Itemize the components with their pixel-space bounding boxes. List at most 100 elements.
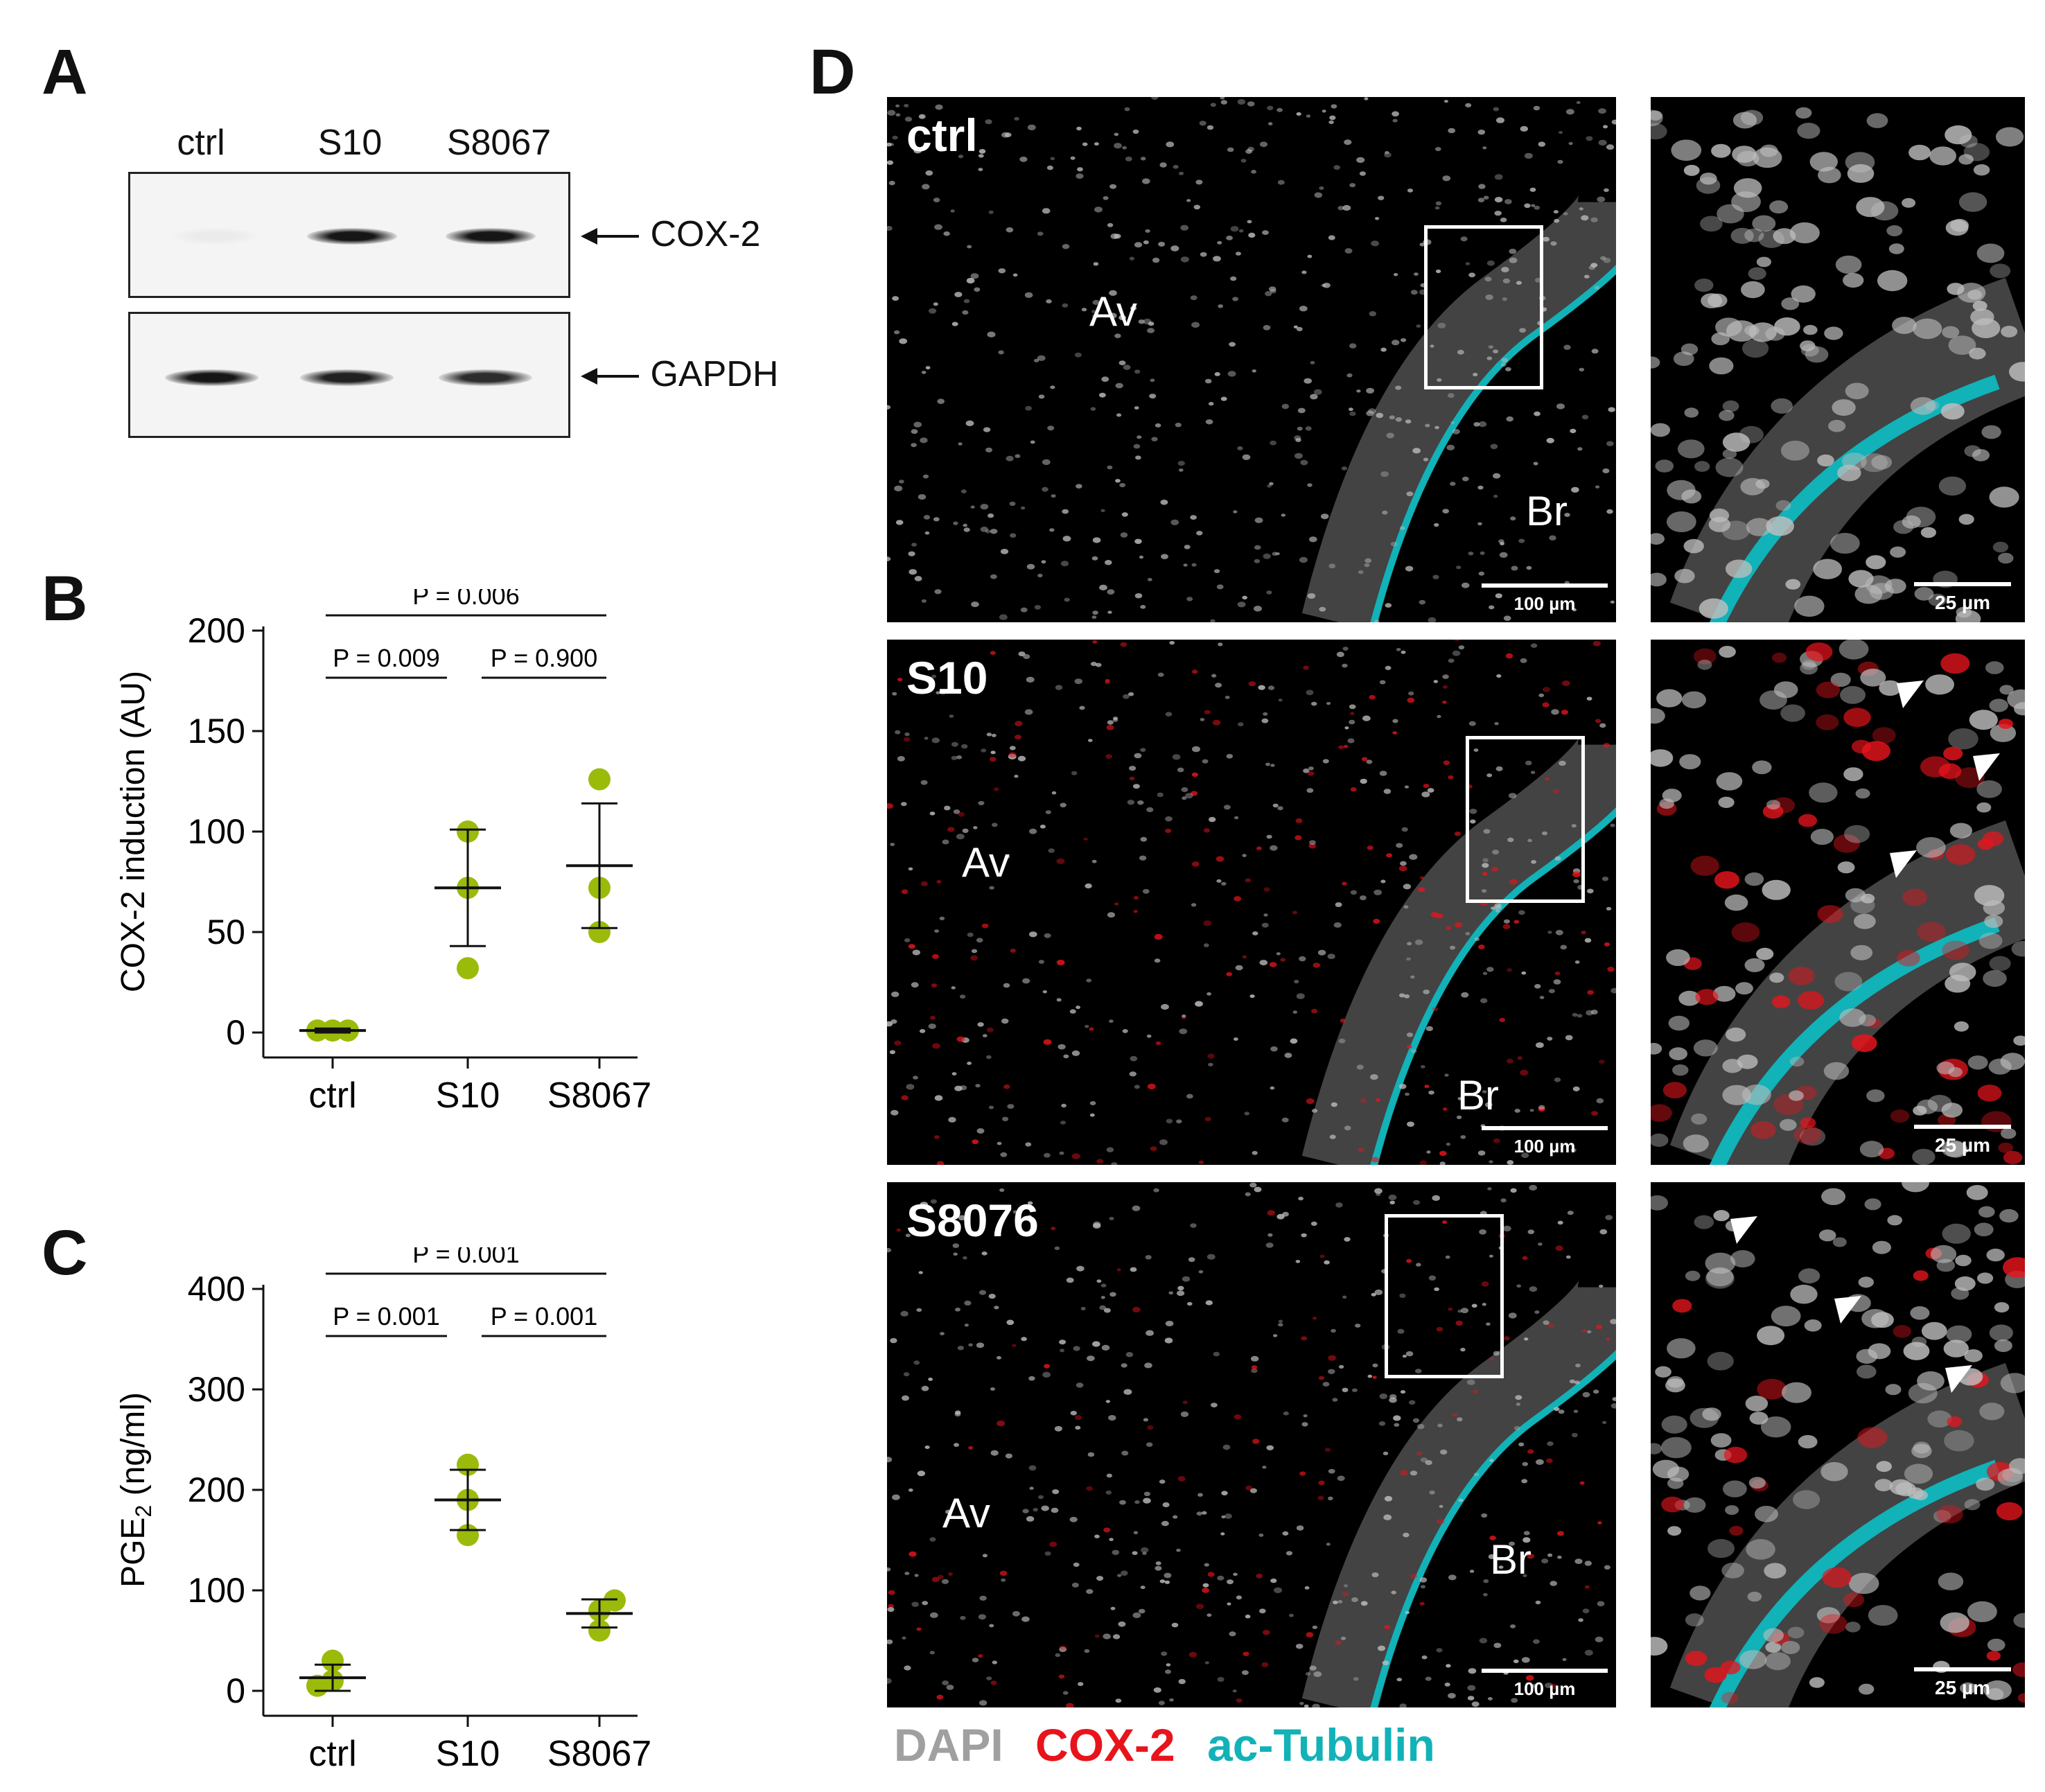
bronchus-label: Br — [1490, 1536, 1531, 1583]
x-tick-label: S10 — [436, 1734, 500, 1774]
lane-label-s10: S10 — [317, 123, 383, 163]
cox2-induction-chart: 0 50 100 150 200 ctrl S10 S8067 COX-2 induction … — [115, 589, 651, 1116]
x-tick-label: S10 — [436, 1075, 500, 1116]
x-tick-label: ctrl — [308, 1075, 356, 1116]
tissue-image — [1651, 640, 2025, 1165]
panel-letter-c: C — [42, 1218, 88, 1288]
y-tick-label: 0 — [226, 1013, 245, 1052]
zoom-region-box — [1424, 225, 1543, 389]
y-tick-label: 50 — [207, 913, 245, 951]
micrograph-zoom: 25 µm — [1651, 97, 2025, 622]
bronchus-label: Br — [1457, 1072, 1499, 1118]
gapdh-target-label: GAPDH — [650, 354, 779, 394]
y-tick-label: 150 — [188, 712, 245, 750]
micrograph-zoom: 25 µm — [1651, 640, 2025, 1165]
pge2-chart: 0 100 200 300 400 ctrl S10 S8067 PGE2 (ng/ml) P =… — [115, 1247, 651, 1774]
zoom-region-box — [1385, 1214, 1504, 1378]
left-arrow-icon — [581, 228, 639, 245]
gapdh-band-ctrl — [165, 369, 258, 386]
cox2-band-s8067 — [446, 228, 536, 245]
micrograph-zoom: 25 µm — [1651, 1182, 2025, 1707]
data-point — [588, 1619, 611, 1642]
y-tick-label: 200 — [188, 611, 245, 650]
micrograph-main: ctrl Av Br 100 µm — [887, 97, 1616, 622]
p-value-label: P = 0.900 — [491, 644, 597, 672]
western-blot-panel: ctrl S10 S8067 COX-2 GAPDH — [0, 0, 797, 485]
panel-letter-b: B — [42, 563, 88, 634]
micrograph-condition-label: ctrl — [906, 109, 978, 161]
micrograph-main: S10 Av Br 100 µm — [887, 640, 1616, 1165]
scale-bar — [1482, 1669, 1608, 1673]
micrograph-main: S8076 Av Br 100 µm — [887, 1182, 1616, 1707]
arrowhead-icon — [1945, 1365, 1972, 1393]
scale-bar — [1482, 1126, 1608, 1130]
alveolus-label: Av — [1089, 288, 1137, 335]
arrowhead-icon — [1973, 753, 2000, 781]
scale-bar — [1914, 1125, 2011, 1129]
y-tick-label: 0 — [226, 1671, 245, 1710]
left-arrow-icon — [581, 368, 639, 385]
micrograph-condition-label: S8076 — [906, 1195, 1039, 1246]
channel-legend: DAPI COX-2 ac-Tubulin — [894, 1722, 1435, 1768]
zoom-region-box — [1466, 736, 1585, 903]
alveolus-label: Av — [942, 1490, 990, 1536]
tissue-image — [887, 640, 1616, 1165]
arrowhead-icon — [1890, 850, 1917, 878]
arrowhead-icon — [1834, 1296, 1861, 1324]
p-value-label: P = 0.001 — [412, 1247, 519, 1268]
bronchus-label: Br — [1526, 488, 1568, 534]
p-value-label: P = 0.006 — [412, 589, 519, 610]
y-tick-label: 300 — [188, 1370, 245, 1409]
tissue-image — [887, 97, 1616, 622]
scale-bar — [1914, 582, 2011, 586]
y-axis-label: PGE2 (ng/ml) — [115, 1392, 156, 1588]
cox2-target-label: COX-2 — [650, 214, 761, 254]
y-tick-label: 100 — [188, 1571, 245, 1610]
scale-bar — [1914, 1667, 2011, 1671]
lane-label-s8067: S8067 — [446, 123, 552, 163]
scale-bar-label: 100 µm — [1513, 1678, 1576, 1699]
cox2-band-ctrl — [172, 228, 258, 245]
arrowhead-icon — [1897, 680, 1924, 708]
y-tick-label: 400 — [188, 1270, 245, 1308]
cox2-arrow: COX-2 — [581, 216, 760, 252]
y-tick-label: 200 — [188, 1470, 245, 1509]
alveolus-label: Av — [962, 839, 1010, 886]
x-tick-label: S8067 — [547, 1075, 651, 1116]
data-point — [322, 1649, 344, 1672]
data-point — [457, 957, 479, 980]
scale-bar-label: 25 µm — [1935, 1677, 1990, 1698]
micrograph-condition-label: S10 — [906, 652, 988, 703]
scale-bar — [1482, 583, 1608, 588]
legend-cox2: COX-2 — [1035, 1719, 1175, 1771]
arrowhead-icon — [1730, 1216, 1757, 1244]
data-point — [588, 921, 611, 943]
gapdh-band-s8067 — [439, 369, 532, 386]
scale-bar-label: 100 µm — [1513, 593, 1576, 614]
gapdh-band-s10 — [300, 369, 394, 386]
gapdh-arrow: GAPDH — [581, 356, 778, 392]
micrograph-panel: ctrl Av Br 100 µm 25 µm S10 Av Br 100 µm 25 µm S80… — [887, 97, 2030, 1768]
data-point — [588, 768, 611, 791]
tissue-image — [1651, 107, 2025, 622]
tissue-image — [887, 1182, 1616, 1707]
panel-letter-a: A — [42, 37, 88, 107]
cox2-band-s10 — [307, 228, 397, 245]
panel-letter-d: D — [809, 37, 856, 107]
legend-tubulin: ac-Tubulin — [1207, 1719, 1435, 1771]
cox2-blot-strip — [128, 172, 570, 298]
scale-bar-label: 25 µm — [1935, 592, 1990, 613]
scale-bar-label: 100 µm — [1513, 1136, 1576, 1157]
x-tick-label: ctrl — [308, 1734, 356, 1774]
legend-dapi: DAPI — [894, 1719, 1003, 1771]
p-value-label: P = 0.001 — [333, 1302, 439, 1330]
lane-label-ctrl: ctrl — [177, 123, 225, 163]
y-tick-label: 100 — [188, 812, 245, 851]
x-tick-label: S8067 — [547, 1734, 651, 1774]
p-value-label: P = 0.009 — [333, 644, 439, 672]
tissue-image — [1651, 1182, 2025, 1707]
scale-bar-label: 25 µm — [1935, 1134, 1990, 1156]
gapdh-blot-strip — [128, 312, 570, 438]
p-value-label: P = 0.001 — [491, 1302, 597, 1330]
y-axis-label: COX-2 induction (AU) — [115, 671, 152, 992]
